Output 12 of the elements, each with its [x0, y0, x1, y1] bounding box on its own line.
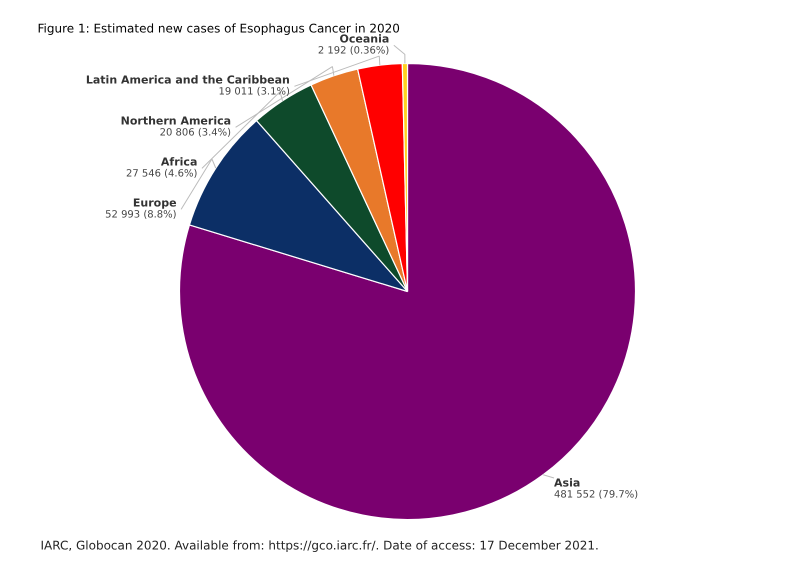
data-label: 2 192 (0.36%) [318, 45, 390, 56]
data-label: 20 806 (3.4%) [160, 127, 232, 138]
slice-label: Europe [132, 196, 177, 210]
data-label: 19 011 (3.1%) [218, 86, 290, 98]
text: IARC, Globocan 2020. Available from: https://gco.iarc.fr/. Date of access: 17 December 2021. [40, 538, 599, 552]
data-label: 27 546 (4.6%) [126, 168, 198, 180]
data-label: 52 993 (8.8%) [105, 209, 177, 220]
slice-label: Latin America and the Caribbean [86, 73, 290, 86]
slice-label: Asia [554, 476, 580, 490]
data-label: 481 552 (79.7%) [554, 489, 638, 500]
slice-label: Northern America [120, 114, 232, 128]
slice-label: Africa [160, 155, 198, 168]
